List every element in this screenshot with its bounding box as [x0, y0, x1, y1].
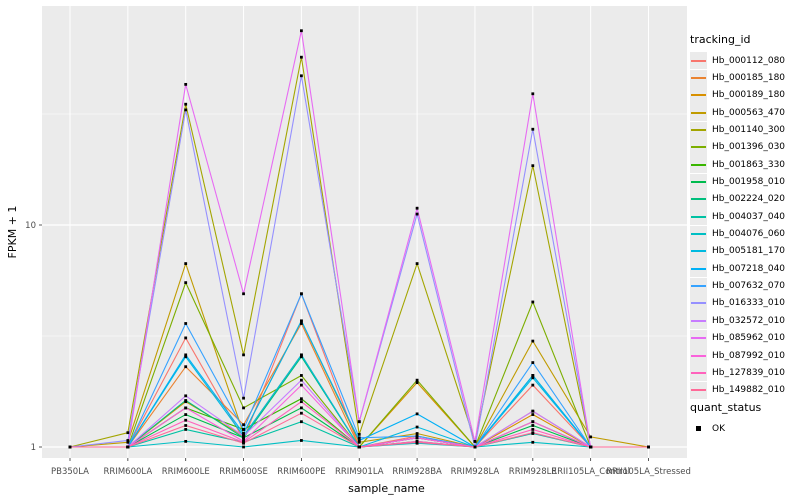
- legend-item: Hb_087992_010: [690, 347, 800, 365]
- svg-text:RRIM600PE: RRIM600PE: [277, 467, 325, 477]
- line-swatch-icon: [690, 364, 707, 382]
- legend-item-label: Hb_149882_010: [712, 385, 786, 396]
- line-swatch-icon: [690, 138, 707, 156]
- legend-item: Hb_007632_070: [690, 277, 800, 295]
- legend-item: Hb_001140_300: [690, 121, 800, 139]
- legend-item-label: Hb_007218_040: [712, 263, 786, 274]
- legend-item-label: Hb_000112_080: [712, 55, 786, 66]
- svg-text:RRIM928LA: RRIM928LA: [451, 467, 500, 477]
- legend-item-label: Hb_085962_010: [712, 333, 786, 344]
- svg-text:RRII105LA_Stressed: RRII105LA_Stressed: [606, 467, 691, 477]
- legend-item: Hb_001396_030: [690, 138, 800, 156]
- legend-item-label: Hb_004037_040: [712, 211, 786, 222]
- svg-text:1: 1: [31, 443, 36, 453]
- line-swatch-icon: [690, 69, 707, 87]
- legend-item: Hb_005181_170: [690, 242, 800, 260]
- line-swatch-icon: [690, 260, 707, 278]
- svg-text:RRIM600SE: RRIM600SE: [219, 467, 268, 477]
- legend-item: Hb_016333_010: [690, 294, 800, 312]
- line-swatch-icon: [690, 52, 707, 70]
- legend-item-label: Hb_127839_010: [712, 367, 786, 378]
- svg-text:PB350LA: PB350LA: [51, 467, 89, 477]
- line-swatch-icon: [690, 104, 707, 122]
- line-swatch-icon: [690, 242, 707, 260]
- line-swatch-icon: [690, 190, 707, 208]
- svg-text:RRIM928LE: RRIM928LE: [509, 467, 557, 477]
- legend-item-label: Hb_000185_180: [712, 73, 786, 84]
- line-swatch-icon: [690, 208, 707, 226]
- line-swatch-icon: [690, 294, 707, 312]
- legend-item: Hb_002224_020: [690, 190, 800, 208]
- legend-item-label: Hb_001140_300: [712, 125, 786, 136]
- line-swatch-icon: [690, 329, 707, 347]
- legend-item-label: Hb_001396_030: [712, 142, 786, 153]
- legend-tracking-id: tracking_id Hb_000112_080 Hb_000185_180 Hb…: [690, 33, 800, 399]
- svg-text:RRIM600LE: RRIM600LE: [162, 467, 210, 477]
- line-swatch-icon: [690, 173, 707, 191]
- svg-text:sample_name: sample_name: [348, 482, 425, 495]
- legend-item-label: Hb_032572_010: [712, 315, 786, 326]
- legend-quant-status: quant_status OK: [690, 401, 800, 437]
- legend-item-label: Hb_087992_010: [712, 350, 786, 361]
- svg-text:FPKM + 1: FPKM + 1: [6, 206, 19, 259]
- legend-item: Hb_001863_330: [690, 156, 800, 174]
- line-swatch-icon: [690, 347, 707, 365]
- svg-text:10: 10: [25, 221, 36, 231]
- legend-item-label: OK: [712, 423, 725, 434]
- legend-item-label: Hb_001958_010: [712, 177, 786, 188]
- legend-item-label: Hb_004076_060: [712, 229, 786, 240]
- legend-item-label: Hb_016333_010: [712, 298, 786, 309]
- legend-item: Hb_001958_010: [690, 173, 800, 191]
- legend-item-label: Hb_002224_020: [712, 194, 786, 205]
- point-swatch-icon: [690, 420, 707, 437]
- legend-item: Hb_000189_180: [690, 86, 800, 104]
- legend-item-label: Hb_005181_170: [712, 246, 786, 257]
- line-swatch-icon: [690, 225, 707, 243]
- legend-entries: Hb_000112_080 Hb_000185_180 Hb_000189_180 H…: [690, 52, 800, 399]
- line-swatch-icon: [690, 121, 707, 139]
- svg-text:RRIM901LA: RRIM901LA: [335, 467, 384, 477]
- line-swatch-icon: [690, 277, 707, 295]
- legend-item: Hb_032572_010: [690, 312, 800, 330]
- legend-item: Hb_000112_080: [690, 52, 800, 70]
- legend-item-label: Hb_007632_070: [712, 281, 786, 292]
- svg-text:RRII105LA_Control: RRII105LA_Control: [551, 467, 630, 477]
- line-swatch-icon: [690, 86, 707, 104]
- line-swatch-icon: [690, 312, 707, 330]
- legend-item: Hb_085962_010: [690, 329, 800, 347]
- line-swatch-icon: [690, 381, 707, 399]
- svg-text:RRIM928BA: RRIM928BA: [392, 467, 442, 477]
- svg-text:RRIM600LA: RRIM600LA: [104, 467, 153, 477]
- legend-title: tracking_id: [690, 33, 751, 46]
- line-swatch-icon: [690, 156, 707, 174]
- legend-item: Hb_000185_180: [690, 69, 800, 87]
- legend-title: quant_status: [690, 401, 762, 414]
- legend-item: Hb_007218_040: [690, 260, 800, 278]
- legend-item-label: Hb_000563_470: [712, 107, 786, 118]
- legend-item-label: Hb_001863_330: [712, 159, 786, 170]
- legend-item: Hb_000563_470: [690, 104, 800, 122]
- legend-item-label: Hb_000189_180: [712, 90, 786, 101]
- legend-item: Hb_149882_010: [690, 381, 800, 399]
- legend-item: Hb_004037_040: [690, 208, 800, 226]
- legend-item: Hb_004076_060: [690, 225, 800, 243]
- legend-item: Hb_127839_010: [690, 364, 800, 382]
- legend-item-ok: OK: [690, 420, 800, 437]
